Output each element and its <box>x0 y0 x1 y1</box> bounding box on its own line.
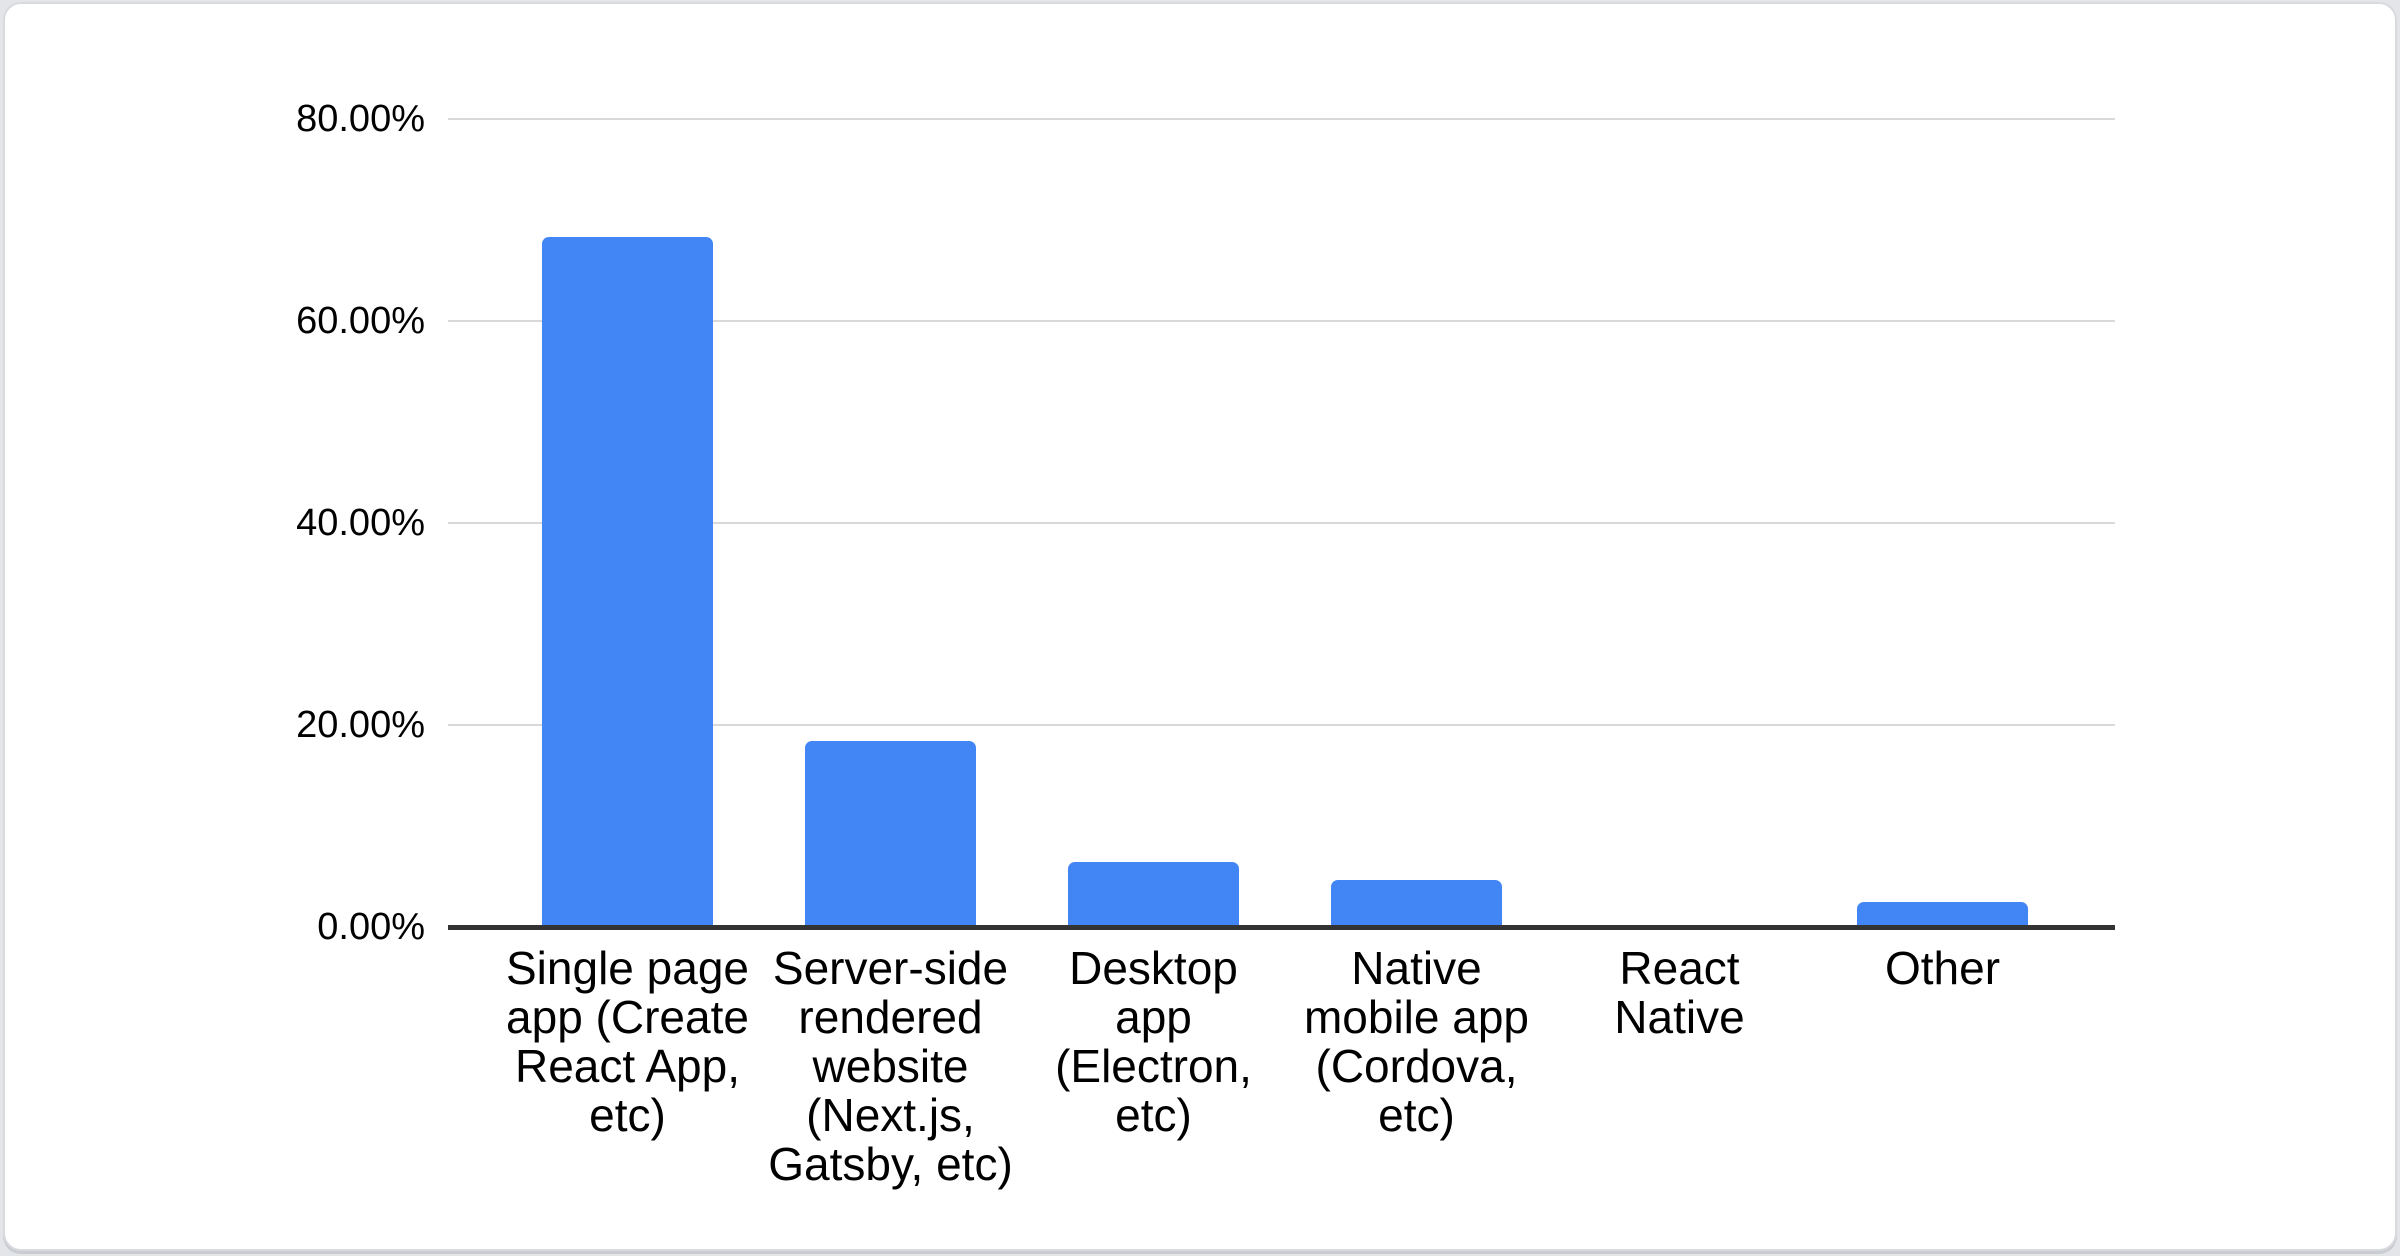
y-axis-tick-label: 0.00% <box>317 906 425 948</box>
gridline <box>448 320 2115 322</box>
chart-bar[interactable] <box>1857 901 2028 927</box>
y-axis-tick-label: 40.00% <box>296 502 425 544</box>
chart-bar[interactable] <box>805 741 976 927</box>
bar-series <box>496 119 2074 927</box>
y-axis-tick-label: 20.00% <box>296 704 425 746</box>
bar-slot <box>1811 119 2074 927</box>
bar-slot <box>759 119 1022 927</box>
x-axis-labels: Single page app (Create React App, etc) S… <box>496 944 2074 1189</box>
category-label: Single page app (Create React App, etc) <box>506 942 749 1141</box>
category-label: Other <box>1884 942 2001 994</box>
bar-slot <box>1548 119 1811 927</box>
category-label: React Native <box>1614 942 1745 1043</box>
gridline <box>448 724 2115 726</box>
category-label: Native mobile app (Cordova, etc) <box>1303 942 1530 1141</box>
bar-slot <box>496 119 759 927</box>
y-axis-tick-label: 80.00% <box>296 98 425 140</box>
plot-area <box>448 118 2115 930</box>
bar-slot <box>1022 119 1285 927</box>
category-label: Desktop app (Electron, etc) <box>1055 942 1252 1141</box>
gridline <box>448 522 2115 524</box>
y-axis-labels: 80.00% 60.00% 40.00% 20.00% 0.00% <box>5 98 425 948</box>
category-label: Server-side rendered website (Next.js, G… <box>768 942 1013 1190</box>
chart-card: 80.00% 60.00% 40.00% 20.00% 0.00% Single pag… <box>3 2 2397 1251</box>
chart-bar[interactable] <box>1068 862 1239 927</box>
y-axis-tick-label: 60.00% <box>296 300 425 342</box>
gridline <box>448 118 2115 120</box>
chart-bar[interactable] <box>1331 879 1502 927</box>
gridline <box>448 925 2115 930</box>
bar-slot <box>1285 119 1548 927</box>
chart-bar[interactable] <box>542 237 713 927</box>
